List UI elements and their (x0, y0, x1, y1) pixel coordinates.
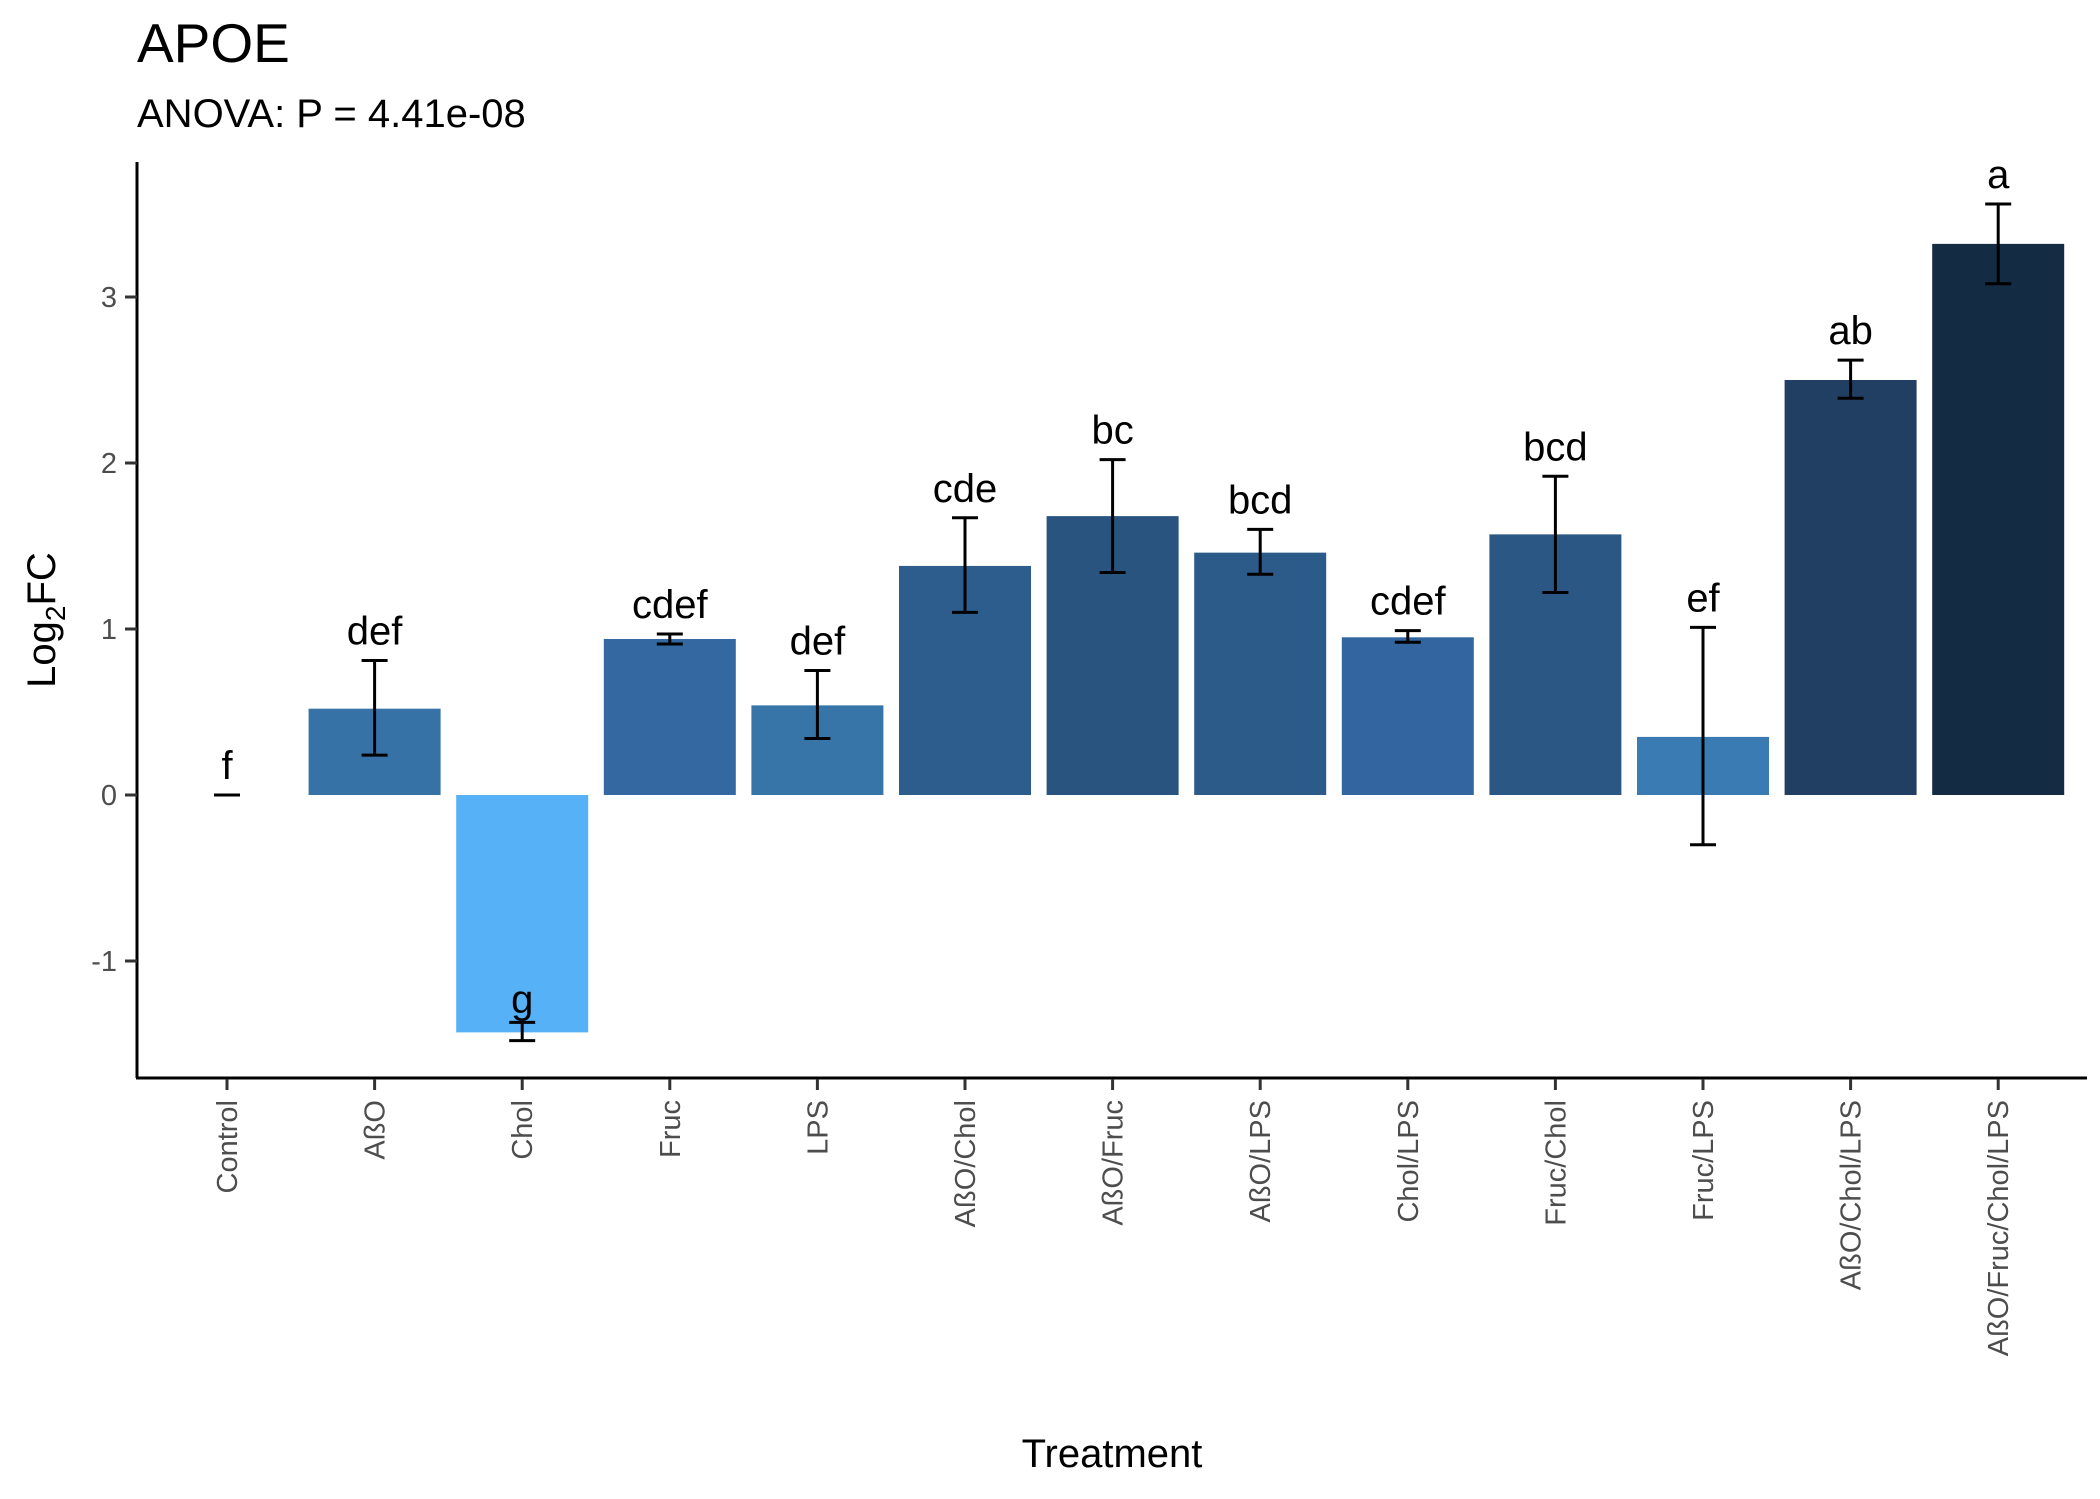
x-tick-label-fruc-lps: Fruc/LPS (1688, 1100, 1720, 1221)
error-bar-a-o-chol (952, 516, 978, 614)
y-tick-label: 3 (101, 282, 117, 314)
chart-title: APOE (137, 12, 290, 74)
x-tick-label-a-o-lps: AßO/LPS (1245, 1100, 1277, 1223)
error-bar-fruc-lps (1690, 625, 1716, 847)
x-tick-label-a-o-fruc: AßO/Fruc (1098, 1100, 1130, 1226)
error-bar-a-o-chol-lps (1837, 358, 1864, 400)
bars-layer (214, 243, 2065, 1033)
x-axis-title: Treatment (1022, 1432, 1203, 1476)
bar-fruc (603, 638, 736, 795)
y-axis-title-subscript: 2 (40, 606, 71, 622)
error-bar-fruc (656, 632, 683, 646)
x-tick-label-fruc: Fruc (655, 1100, 687, 1158)
y-tick-label: 0 (101, 780, 117, 812)
x-tick-label-chol-lps: Chol/LPS (1393, 1100, 1425, 1223)
bar-a-o-lps (1194, 552, 1327, 795)
y-axis-title-rest: FC (20, 552, 64, 605)
x-tick-label-a-o-chol-lps: AßO/Chol/LPS (1836, 1100, 1868, 1290)
error-bar-a-o-lps (1247, 527, 1274, 576)
x-tick-label-lps: LPS (802, 1100, 834, 1155)
significance-letter-a-o-fruc-chol-lps: a (1987, 153, 2010, 197)
error-bar-a-o (361, 659, 388, 757)
significance-letter-fruc-lps: ef (1686, 576, 1720, 620)
x-tick-label-a-o: AßO (360, 1100, 392, 1160)
x-tick-label-chol: Chol (507, 1100, 539, 1160)
x-tick-label-fruc-chol: Fruc/Chol (1540, 1100, 1572, 1226)
significance-letter-lps: def (790, 620, 846, 664)
error-bars-layer (361, 202, 2012, 1043)
y-tick-label: -1 (91, 946, 117, 978)
significance-letter-chol: g (511, 977, 533, 1021)
y-tick-label: 2 (101, 448, 117, 480)
error-bar-chol (509, 1020, 536, 1043)
significance-letter-chol-lps: cdef (1370, 580, 1446, 624)
y-axis-title-main: Log (20, 621, 64, 688)
significance-letter-a-o: def (347, 610, 403, 654)
y-tick-label: 1 (101, 614, 117, 646)
bar-a-o-chol-lps (1784, 380, 1917, 795)
significance-letter-a-o-chol: cde (933, 467, 998, 511)
significance-letter-a-o-fruc: bc (1091, 409, 1133, 453)
significance-letters-layer: f def g cdef def cde bc bcd cdef bcd ef ab a (221, 153, 2010, 1021)
significance-letter-a-o-lps: bcd (1228, 478, 1293, 522)
bar-a-o-fruc-chol-lps (1932, 243, 2065, 795)
y-axis-title: Log2FC (20, 552, 71, 688)
error-bar-lps (804, 669, 831, 741)
significance-letter-a-o-chol-lps: ab (1828, 309, 1873, 353)
x-tick-label-control: Control (212, 1100, 244, 1194)
significance-letter-control: f (221, 744, 233, 788)
error-bar-a-o-fruc-chol-lps (1985, 202, 2012, 286)
x-tick-label-a-o-chol: AßO/Chol (950, 1100, 982, 1227)
chart-subtitle: ANOVA: P = 4.41e-08 (137, 92, 526, 136)
y-axis-ticks: -1 0 1 2 3 (91, 282, 137, 978)
significance-letter-fruc: cdef (632, 583, 708, 627)
x-tick-label-a-o-fruc-chol-lps: AßO/Fruc/Chol/LPS (1983, 1100, 2015, 1356)
bar-chol-lps (1341, 637, 1474, 795)
significance-letter-fruc-chol: bcd (1523, 425, 1588, 469)
bar-chol (456, 795, 589, 1033)
error-bar-chol-lps (1394, 629, 1421, 644)
error-bar-fruc-chol (1542, 474, 1569, 594)
x-axis-ticks: Control AßO Chol Fruc LPS AßO/Chol AßO/Fruc AßO… (212, 1079, 2015, 1356)
error-bar-a-o-fruc (1099, 458, 1126, 575)
